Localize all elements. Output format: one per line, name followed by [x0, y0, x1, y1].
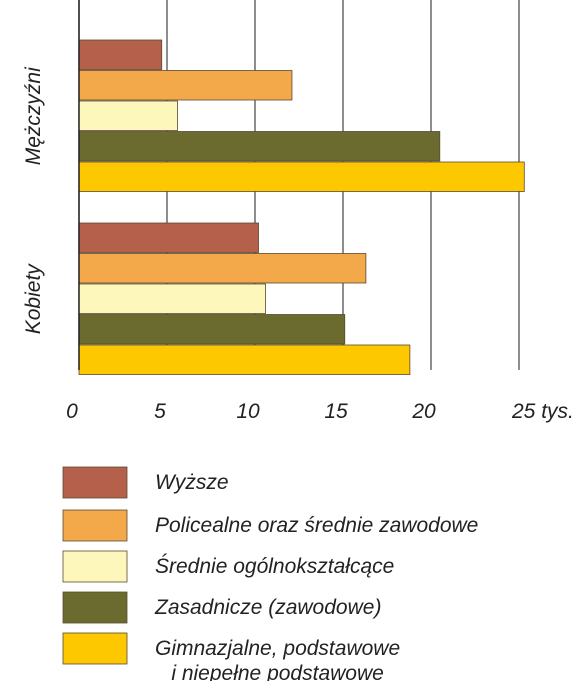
legend-label: Gimnazjalne, podstawowe i niepełne podst…	[155, 637, 401, 681]
legend-swatch	[62, 632, 128, 665]
bar	[78, 253, 367, 284]
category-label: Mężczyźni	[22, 66, 45, 165]
x-tick-label: 5	[154, 400, 166, 423]
legend-label: Policealne oraz średnie zawodowe	[155, 514, 479, 537]
legend-label: Zasadnicze (zawodowe)	[155, 596, 382, 619]
bar	[78, 344, 411, 375]
bar	[78, 100, 178, 131]
legend-swatch	[62, 591, 128, 624]
bar	[78, 39, 163, 70]
legend-swatch	[62, 509, 128, 542]
bar	[78, 283, 266, 314]
legend-swatch	[62, 550, 128, 583]
x-tick-label: 20	[411, 400, 436, 423]
legend-label: Wyższe	[155, 471, 229, 494]
bar	[78, 70, 293, 101]
category-label: Kobiety	[22, 263, 45, 335]
x-tick-label: 0	[66, 400, 78, 423]
x-tick-label: 25 tys.	[511, 400, 574, 423]
x-tick-label: 15	[324, 400, 348, 423]
bar	[78, 161, 525, 192]
x-tick-label: 10	[236, 400, 260, 423]
bar	[78, 222, 259, 253]
legend-swatch	[62, 466, 128, 499]
legend-label: Średnie ogólnokształcące	[155, 555, 395, 578]
bar	[78, 314, 346, 345]
bar	[78, 131, 441, 162]
